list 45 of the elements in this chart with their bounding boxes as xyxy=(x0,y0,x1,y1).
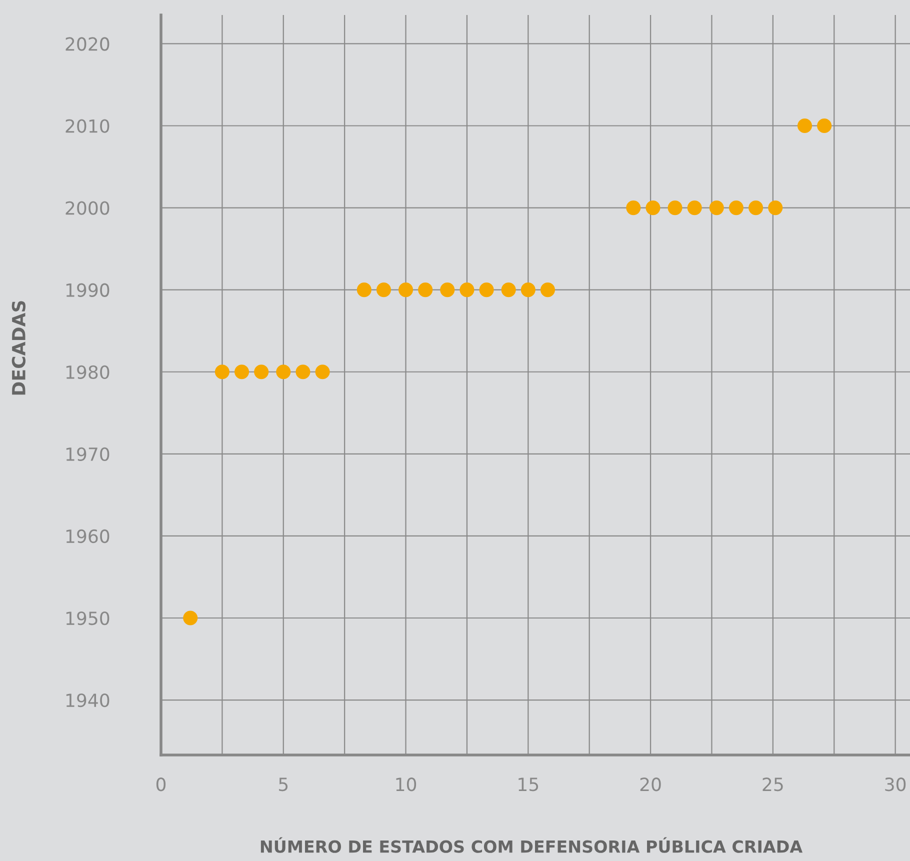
x-tick-label: 30 xyxy=(885,778,906,792)
x-axis-title: NÚMERO DE ESTADOS COM DEFENSORIA PÚBLICA CRIADA xyxy=(260,837,803,853)
point xyxy=(479,282,494,298)
point xyxy=(440,282,455,298)
y-tick-label: 1950 xyxy=(66,611,110,626)
point xyxy=(214,364,230,380)
x-tick-label: 20 xyxy=(640,778,661,792)
y-tick-label: 2010 xyxy=(66,119,110,133)
point xyxy=(234,364,250,380)
point xyxy=(709,200,724,216)
x-tick-label: 0 xyxy=(156,778,166,792)
x-tick-label: 25 xyxy=(762,778,783,792)
y-tick-label: 1990 xyxy=(66,283,110,297)
x-tick-label: 5 xyxy=(279,778,288,792)
point xyxy=(768,200,783,216)
point xyxy=(817,118,832,134)
y-tick-label: 2020 xyxy=(66,37,110,51)
y-tick-label: 1970 xyxy=(66,447,110,462)
y-tick-label: 2000 xyxy=(66,201,110,215)
point xyxy=(376,282,392,298)
point xyxy=(646,200,660,216)
point xyxy=(728,200,744,216)
point xyxy=(254,364,269,380)
point xyxy=(797,118,812,134)
point xyxy=(501,282,516,298)
y-axis-title: DECADAS xyxy=(12,301,26,395)
point xyxy=(748,200,764,216)
point xyxy=(276,364,291,380)
point xyxy=(520,282,536,298)
y-tick-label: 1960 xyxy=(66,529,110,544)
y-tick-label: 1980 xyxy=(66,365,110,379)
point xyxy=(296,364,310,380)
x-tick-label: 10 xyxy=(396,778,416,792)
point xyxy=(398,282,414,298)
point xyxy=(183,610,198,626)
point xyxy=(540,282,556,298)
point xyxy=(315,364,330,380)
point xyxy=(418,282,433,298)
x-tick-label: 15 xyxy=(518,778,538,792)
point xyxy=(356,282,372,298)
point xyxy=(626,200,641,216)
point xyxy=(668,200,682,216)
point xyxy=(687,200,702,216)
point xyxy=(460,282,474,298)
y-tick-label: 1940 xyxy=(66,693,110,708)
